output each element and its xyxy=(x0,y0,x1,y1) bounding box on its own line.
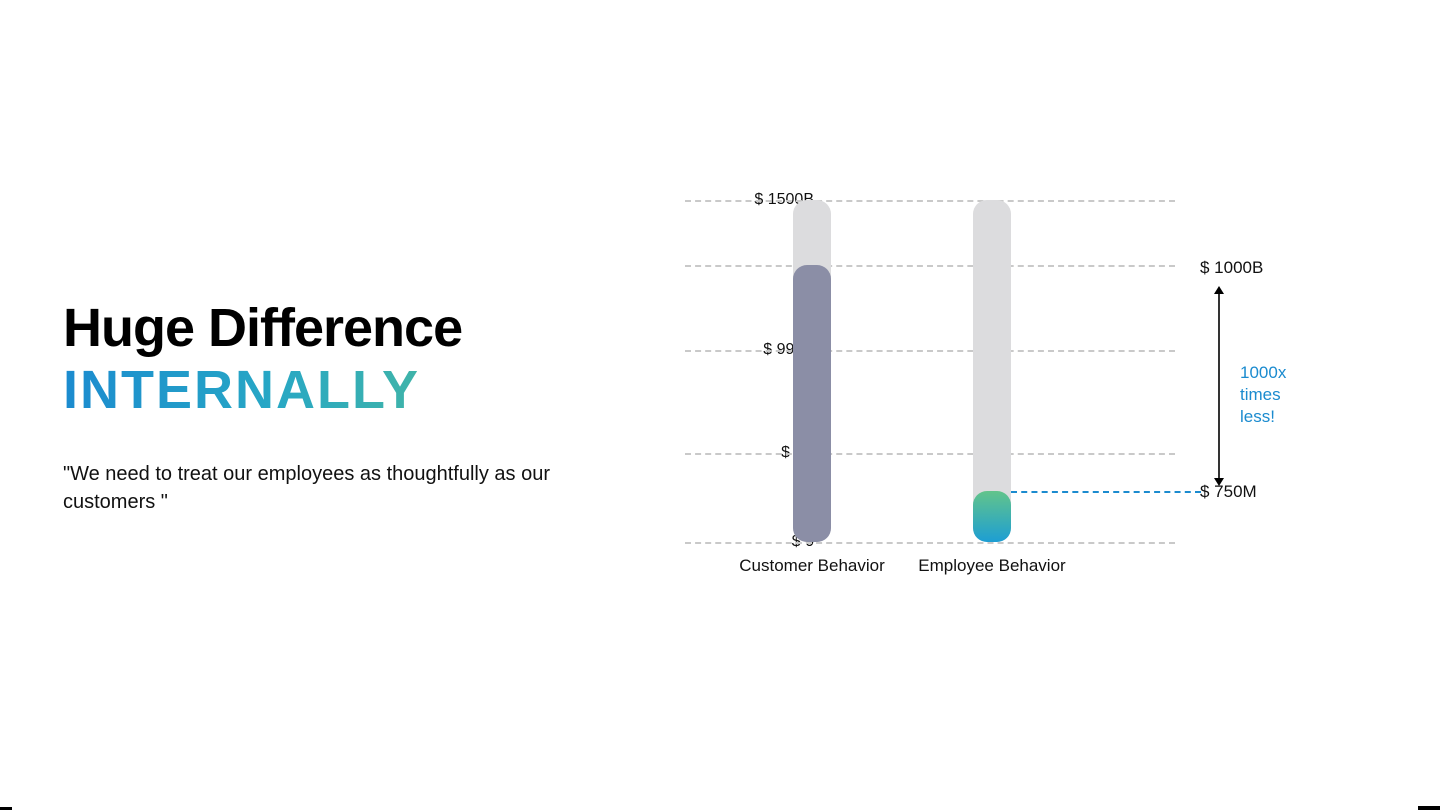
gridline xyxy=(685,542,1175,544)
heading-line2: INTERNALLY xyxy=(63,361,583,420)
bar-label-employee: Employee Behavior xyxy=(918,556,1065,576)
callout-line-bottom xyxy=(1011,491,1201,493)
gridline xyxy=(685,265,1175,267)
text-block: Huge Difference INTERNALLY "We need to t… xyxy=(63,300,583,516)
comparison-chart: $ 1500B $ 995B $ 5B $ 0 Customer Behavio… xyxy=(600,190,1320,610)
bar-fill-customer xyxy=(793,265,831,542)
callout-line1: 1000x xyxy=(1240,363,1286,382)
callout-line2: times less! xyxy=(1240,385,1281,426)
annotation-top-label: $ 1000B xyxy=(1200,258,1263,278)
gridline xyxy=(685,350,1175,352)
bracket-icon xyxy=(1212,286,1226,486)
plot-region: Customer Behavior Employee Behavior xyxy=(685,200,1175,542)
annotation-bottom-label: $ 750M xyxy=(1200,482,1257,502)
heading-line1: Huge Difference xyxy=(63,300,583,357)
gridline xyxy=(685,200,1175,202)
slide: Huge Difference INTERNALLY "We need to t… xyxy=(0,0,1440,810)
corner-decoration xyxy=(1418,806,1440,810)
bar-fill-employee xyxy=(973,491,1011,542)
quote-text: "We need to treat our employees as thoug… xyxy=(63,460,583,516)
bar-label-customer: Customer Behavior xyxy=(739,556,885,576)
callout-text: 1000x times less! xyxy=(1240,362,1320,428)
gridline xyxy=(685,453,1175,455)
